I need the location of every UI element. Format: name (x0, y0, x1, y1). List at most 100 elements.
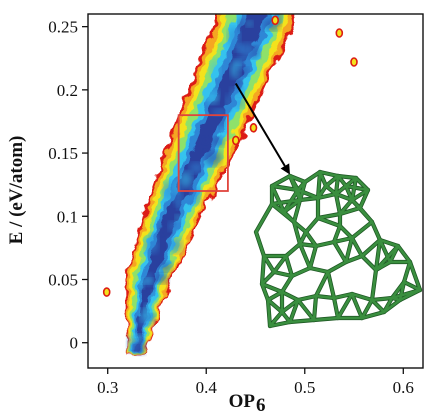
y-axis-title: E / (eV/atom) (6, 136, 27, 245)
cluster-bond (370, 268, 378, 302)
cluster-bond (336, 174, 358, 180)
density-patch (189, 162, 204, 174)
arrow (234, 83, 286, 167)
density-patch (151, 290, 159, 305)
cluster-bond (334, 192, 354, 202)
cluster-bond (298, 230, 308, 246)
cluster-bond (296, 188, 320, 200)
density-patch (157, 220, 165, 238)
cluster-bond (270, 198, 302, 206)
cluster-bond (374, 238, 382, 272)
cluster-bond (292, 198, 302, 224)
cluster-bond (314, 294, 336, 300)
cluster-bond (338, 206, 362, 216)
cluster-bond (334, 184, 348, 196)
cluster-bond (344, 176, 358, 188)
cluster-bond (344, 184, 354, 202)
x-tick-label: 0.6 (393, 378, 414, 397)
cluster-bond (260, 282, 284, 294)
density-patch (234, 97, 245, 109)
cluster-bond (316, 170, 322, 200)
y-tick-label: 0.15 (48, 144, 78, 163)
cluster-bond (382, 298, 402, 314)
cluster-bond (288, 298, 300, 324)
outlier-speck (350, 57, 358, 67)
cluster-bond (344, 254, 364, 264)
density-patch (133, 339, 146, 355)
density-patch (201, 135, 209, 145)
cluster-bond (296, 294, 318, 302)
cluster-bond (304, 216, 320, 234)
cluster-bond (396, 244, 412, 264)
cluster-bond (344, 236, 354, 264)
cluster-bond (318, 170, 340, 178)
cluster-bond (312, 316, 340, 322)
density-patch (221, 126, 229, 136)
cluster-bond (408, 260, 422, 292)
density-patch (206, 95, 219, 105)
cluster-bond (260, 282, 270, 302)
cluster-bond (350, 236, 364, 258)
outlier-speck (249, 123, 258, 133)
cluster-bond (370, 296, 394, 302)
axes: 0.3 0.4 0.5 0.6 0 0.05 0.1 0.15 0.2 0.25 (48, 18, 414, 397)
cluster-bond (254, 230, 266, 258)
cluster-bond (266, 298, 272, 328)
density-patch (178, 171, 193, 188)
cluster-bond (296, 298, 316, 322)
x-axis-title-subscript: 6 (256, 395, 266, 413)
density-patch (211, 136, 224, 147)
cluster-bond (332, 236, 354, 244)
cluster-bond (270, 184, 286, 214)
cluster-bond (402, 260, 412, 284)
x-tick-label: 0.5 (294, 378, 315, 397)
outlier-speck (232, 135, 240, 146)
y-tick-label: 0.1 (57, 207, 78, 226)
cluster-bond (303, 170, 322, 184)
cluster-bond (316, 184, 328, 200)
cluster-structure-inset (253, 169, 423, 329)
cluster-bond (334, 174, 340, 196)
cluster-bond (298, 242, 318, 248)
cluster-bond (324, 174, 340, 188)
density-patch (211, 108, 229, 116)
cluster-bond (360, 298, 374, 320)
cluster-bond (272, 254, 288, 274)
cluster-bond (268, 310, 284, 328)
cluster-bond (270, 174, 292, 188)
density-patch (245, 20, 253, 28)
density-patch (157, 261, 173, 272)
cluster-bond (280, 290, 300, 302)
density-patch (144, 236, 159, 254)
cluster-bond (260, 254, 266, 286)
density-patch (237, 16, 246, 32)
cluster-bond (288, 174, 307, 184)
cluster-bond (332, 292, 354, 300)
cluster-bond (334, 192, 342, 216)
density-patch (176, 201, 183, 210)
cluster-bond (314, 240, 336, 248)
density-patch (190, 187, 201, 205)
cluster-bond (326, 260, 348, 274)
y-tick-label: 0.25 (48, 18, 78, 37)
cluster-bond (260, 270, 276, 286)
cluster-bond (344, 184, 370, 192)
cluster-bond (338, 224, 354, 240)
cluster-bond (358, 188, 370, 210)
density-patch (175, 214, 182, 222)
cluster-bond (350, 292, 374, 302)
cluster-bond (332, 296, 340, 320)
highlight-box (177, 114, 229, 192)
cluster-bond (304, 230, 318, 248)
cluster-bond (284, 242, 302, 258)
density-patch (140, 308, 151, 322)
cluster-bond (326, 270, 336, 300)
density-patch (168, 221, 178, 232)
density-patch (225, 94, 233, 111)
cluster-bond (290, 266, 312, 278)
x-axis-title: OP (229, 391, 256, 412)
cluster-bond (272, 270, 294, 278)
cluster-bond (298, 196, 320, 202)
density-patch (163, 181, 175, 202)
cluster-bond (280, 298, 300, 314)
